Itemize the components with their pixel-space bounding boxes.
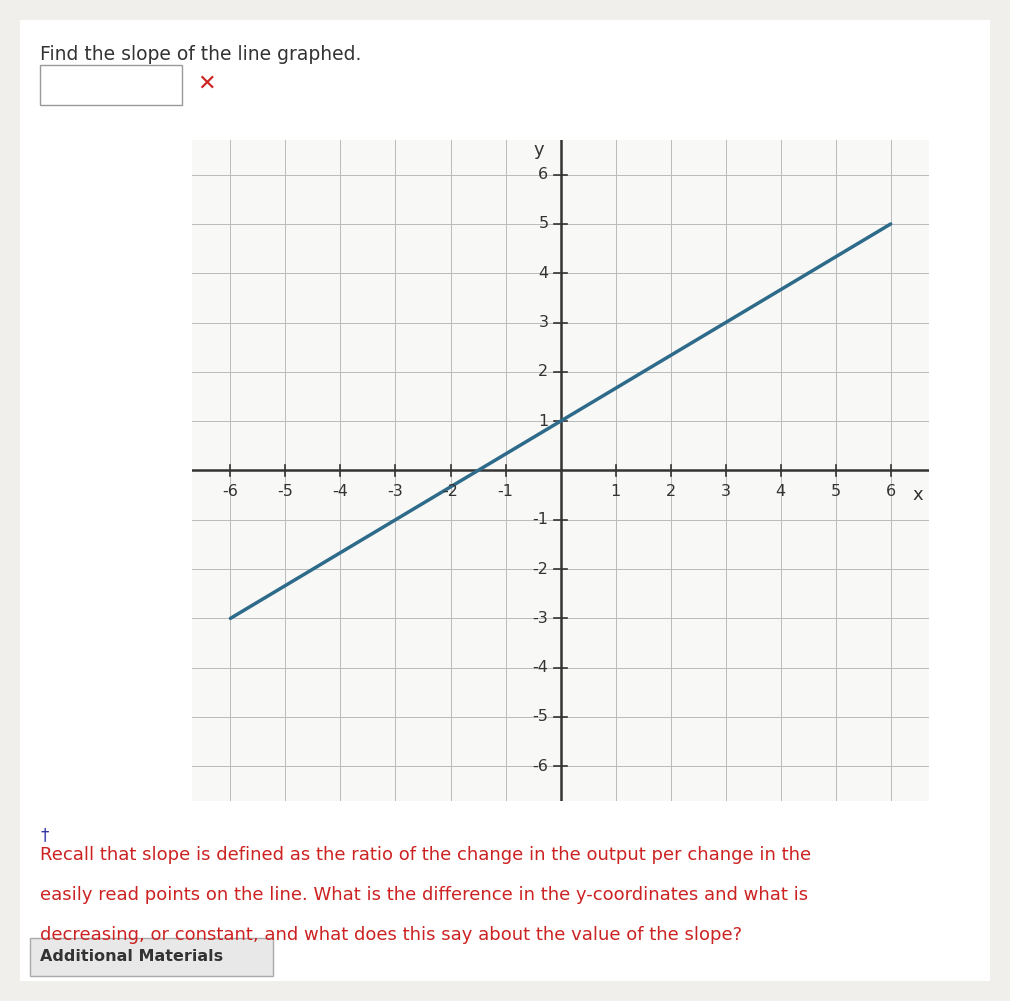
Text: -2: -2 <box>442 484 459 499</box>
Text: -1: -1 <box>498 484 513 499</box>
Text: -4: -4 <box>332 484 348 499</box>
Text: Additional Materials: Additional Materials <box>40 950 223 964</box>
Text: easily read points on the line. What is the difference in the y-coordinates and : easily read points on the line. What is … <box>40 886 809 904</box>
Text: 6: 6 <box>538 167 548 182</box>
Text: -3: -3 <box>388 484 403 499</box>
FancyBboxPatch shape <box>20 20 990 981</box>
Text: -4: -4 <box>532 661 548 676</box>
Text: ✕: ✕ <box>197 74 215 93</box>
Text: 1: 1 <box>610 484 621 499</box>
FancyBboxPatch shape <box>30 938 273 976</box>
Text: -3: -3 <box>532 611 548 626</box>
Text: -5: -5 <box>278 484 293 499</box>
Text: y: y <box>533 141 543 159</box>
Text: 3: 3 <box>538 315 548 330</box>
Text: 2: 2 <box>538 364 548 379</box>
Text: -6: -6 <box>222 484 238 499</box>
Text: 5: 5 <box>830 484 840 499</box>
Text: 4: 4 <box>776 484 786 499</box>
FancyBboxPatch shape <box>40 65 182 105</box>
Text: 6: 6 <box>886 484 896 499</box>
Text: -2: -2 <box>532 562 548 577</box>
Text: †: † <box>40 826 48 844</box>
Text: Find the slope of the line graphed.: Find the slope of the line graphed. <box>40 45 362 64</box>
Text: 5: 5 <box>538 216 548 231</box>
Text: decreasing, or constant, and what does this say about the value of the slope?: decreasing, or constant, and what does t… <box>40 926 742 944</box>
Text: -6: -6 <box>532 759 548 774</box>
Text: -1: -1 <box>532 513 548 528</box>
Text: 4: 4 <box>538 265 548 280</box>
Text: 1: 1 <box>538 413 548 428</box>
Text: 2: 2 <box>666 484 676 499</box>
Text: 3: 3 <box>720 484 730 499</box>
Text: x: x <box>913 486 923 505</box>
Text: -5: -5 <box>532 710 548 725</box>
Text: Recall that slope is defined as the ratio of the change in the output per change: Recall that slope is defined as the rati… <box>40 846 811 864</box>
